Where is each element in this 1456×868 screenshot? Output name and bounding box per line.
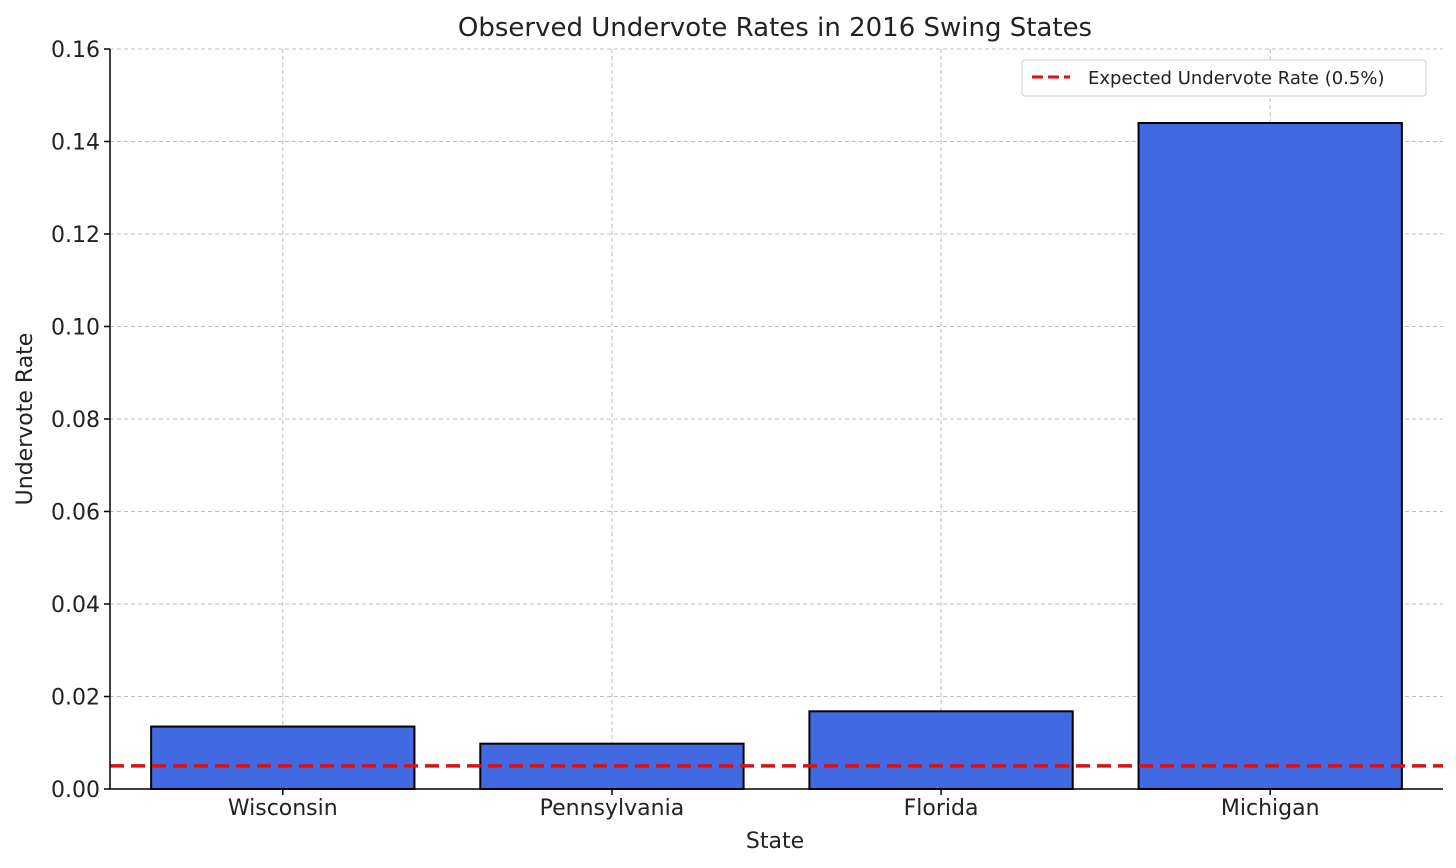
x-axis-title: State — [746, 829, 804, 854]
y-tick-label: 0.02 — [51, 686, 100, 711]
bars — [150, 122, 1403, 790]
axes — [104, 48, 1443, 795]
y-tick-label: 0.14 — [51, 131, 100, 156]
x-tick-label: Florida — [904, 796, 979, 821]
bar-michigan — [1137, 122, 1403, 790]
x-tick-label: Wisconsin — [228, 796, 338, 821]
chart-title: Observed Undervote Rates in 2016 Swing S… — [458, 13, 1092, 43]
y-tick-label: 0.00 — [51, 778, 100, 803]
y-tick-label: 0.04 — [51, 593, 100, 618]
y-tick-label: 0.12 — [51, 223, 100, 248]
y-axis-title: Undervote Rate — [13, 333, 38, 506]
x-tick-label: Pennsylvania — [540, 796, 685, 821]
y-tick-label: 0.10 — [51, 316, 100, 341]
bar-wisconsin — [150, 725, 416, 790]
x-tick-label: Michigan — [1221, 796, 1320, 821]
y-tick-label: 0.16 — [51, 38, 100, 63]
x-tick-labels: Wisconsin Pennsylvania Florida Michigan — [228, 796, 1320, 821]
y-tick-label: 0.06 — [51, 501, 100, 526]
legend: Expected Undervote Rate (0.5%) — [1021, 59, 1427, 97]
y-tick-label: 0.08 — [51, 408, 100, 433]
bar-florida — [808, 710, 1074, 790]
legend-box — [1021, 59, 1427, 97]
legend-label: Expected Undervote Rate (0.5%) — [1088, 68, 1384, 89]
y-tick-labels: 0.00 0.02 0.04 0.06 0.08 0.10 0.12 0.14 0.16 — [51, 38, 100, 803]
